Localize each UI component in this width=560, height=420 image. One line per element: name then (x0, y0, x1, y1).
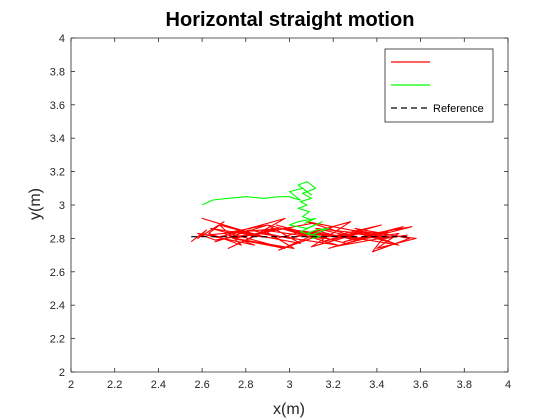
legend: Reference (384, 48, 494, 123)
x-tick-label: 4 (505, 379, 511, 391)
x-tick-label: 3.4 (369, 379, 384, 391)
x-tick-label: 2 (68, 379, 74, 391)
x-tick-label: 2.8 (238, 379, 253, 391)
y-tick-label: 3.6 (50, 100, 65, 112)
x-tick-label: 2.2 (107, 379, 122, 391)
y-tick-label: 2.2 (50, 334, 65, 346)
series-line-2 (201, 181, 330, 239)
y-tick-label: 3 (59, 200, 65, 212)
y-tick-label: 3.2 (50, 167, 65, 179)
y-tick-label: 2.4 (50, 300, 65, 312)
y-tick-label: 2.8 (50, 233, 65, 245)
chart-title: Horizontal straight motion (166, 9, 415, 31)
y-axis-label: y(m) (27, 188, 44, 220)
x-tick-label: 3.2 (326, 379, 341, 391)
series-line-1 (190, 217, 417, 253)
x-tick-label: 3.6 (413, 379, 428, 391)
y-tick-label: 2.6 (50, 267, 65, 279)
x-axis-label: x(m) (273, 401, 305, 418)
y-tick-label: 3.4 (50, 133, 65, 145)
x-tick-label: 3 (286, 379, 292, 391)
x-tick-label: 3.8 (457, 379, 472, 391)
y-tick-label: 3.8 (50, 66, 65, 78)
x-tick-label: 2.6 (194, 379, 209, 391)
y-tick-label: 2 (59, 367, 65, 379)
y-tick-label: 4 (59, 33, 65, 45)
legend-label-3: Reference (433, 103, 484, 115)
x-tick-label: 2.4 (151, 379, 166, 391)
